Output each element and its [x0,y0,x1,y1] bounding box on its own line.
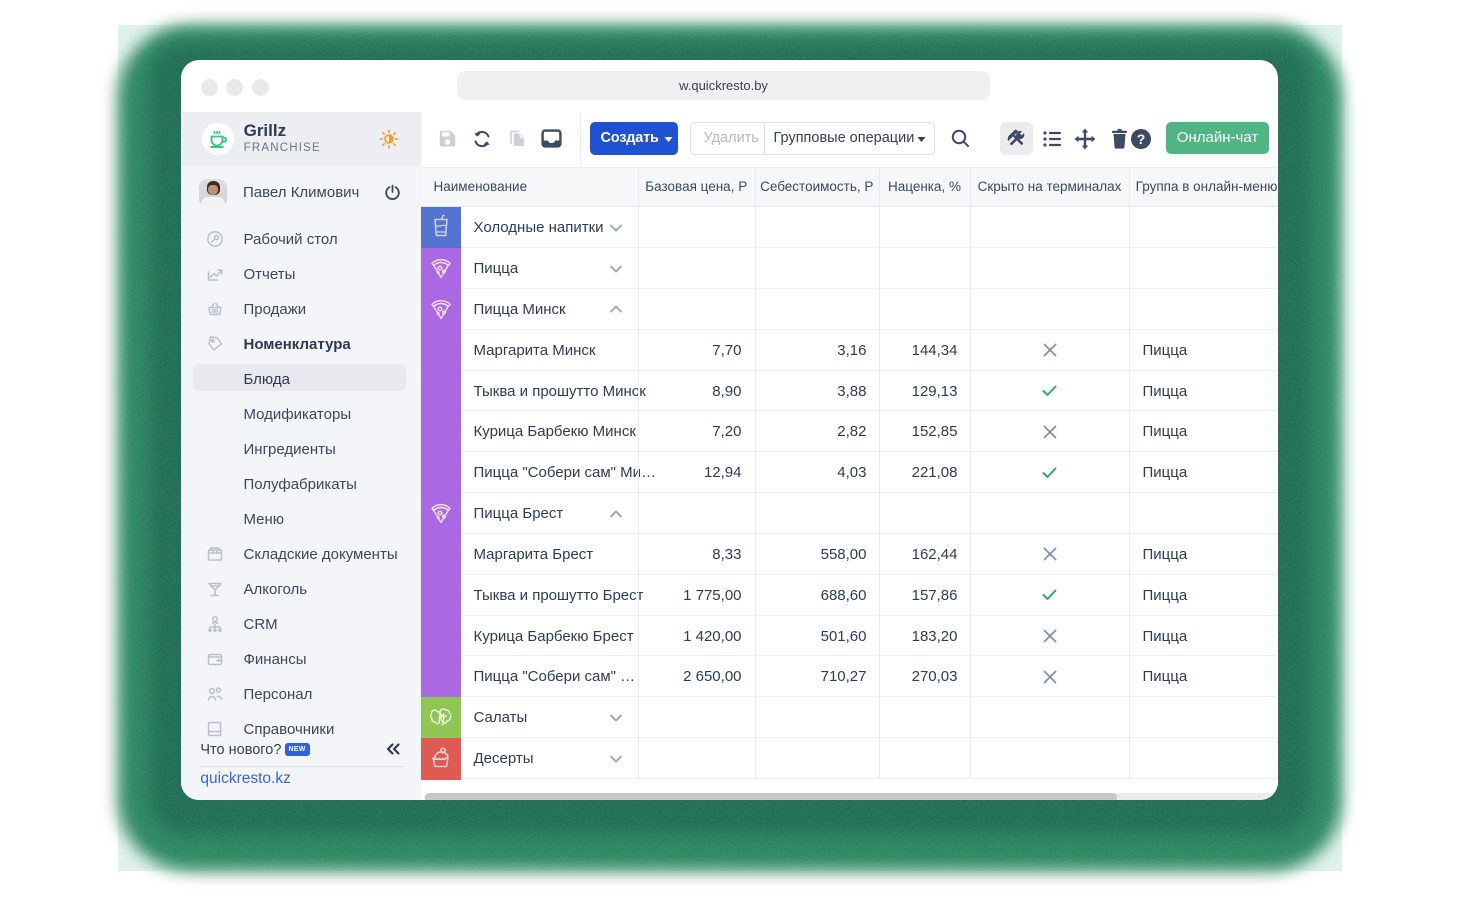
svg-text:?: ? [1136,130,1145,146]
